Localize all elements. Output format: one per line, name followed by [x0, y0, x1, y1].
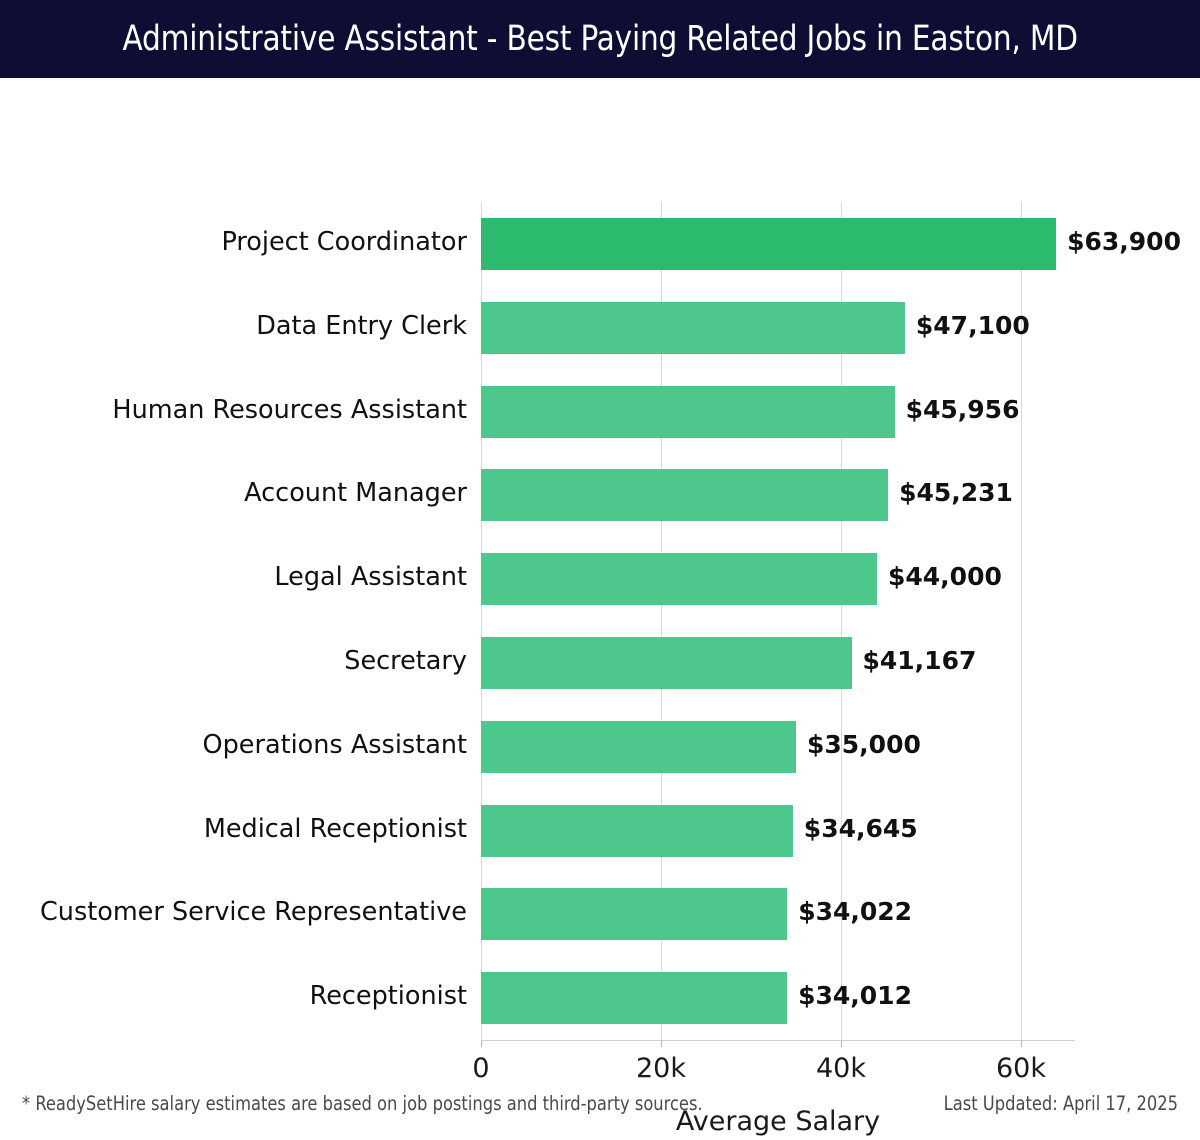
gridline	[1021, 202, 1022, 1040]
x-axis-tick-label: 20k	[636, 1053, 686, 1084]
bar-value-label: $34,012	[798, 981, 912, 1011]
category-label: Project Coordinator	[221, 226, 467, 257]
bar-value-label: $63,900	[1067, 226, 1181, 256]
gridline	[841, 202, 842, 1040]
footer-last-updated: Last Updated: April 17, 2025	[943, 1092, 1178, 1115]
chart-header-bar: Administrative Assistant - Best Paying R…	[0, 0, 1200, 78]
bar[interactable]	[481, 469, 889, 522]
category-label: Legal Assistant	[274, 562, 467, 593]
category-label: Receptionist	[309, 981, 467, 1012]
bar-value-label: $34,022	[798, 897, 913, 927]
x-axis-tick-label: 60k	[996, 1053, 1046, 1084]
bar[interactable]	[481, 217, 1057, 270]
bar-value-label: $45,231	[899, 478, 1013, 508]
bar[interactable]	[481, 385, 895, 438]
bar-value-label: $35,000	[807, 729, 921, 759]
bar[interactable]	[481, 301, 905, 354]
bar[interactable]	[481, 720, 796, 773]
x-axis-tick	[481, 1040, 482, 1047]
footer-disclaimer: * ReadySetHire salary estimates are base…	[22, 1092, 703, 1115]
bar[interactable]	[481, 972, 788, 1025]
category-label: Operations Assistant	[202, 729, 467, 760]
bar-value-label: $41,167	[862, 645, 977, 675]
x-axis-tick-label: 40k	[816, 1053, 866, 1084]
bar-value-label: $47,100	[915, 310, 1030, 340]
plot-area	[481, 202, 1075, 1040]
category-label: Medical Receptionist	[203, 813, 467, 844]
bar[interactable]	[481, 636, 852, 689]
category-label: Human Resources Assistant	[112, 394, 467, 425]
bar[interactable]	[481, 888, 788, 941]
x-axis-tick	[841, 1040, 842, 1047]
bar-value-label: $45,956	[905, 394, 1020, 424]
chart-canvas: Average Salary 0 20k 40k 60k Project Coordin…	[0, 78, 1200, 1137]
x-axis-tick-label: 0	[472, 1053, 490, 1084]
page-title: Administrative Assistant - Best Paying R…	[122, 19, 1078, 59]
bar-value-label: $44,000	[888, 562, 1002, 592]
x-axis-tick	[1021, 1040, 1022, 1047]
x-axis-title: Average Salary	[675, 1106, 881, 1137]
gridline	[481, 202, 482, 1040]
bar[interactable]	[481, 804, 793, 857]
bar-value-label: $34,645	[803, 813, 918, 843]
x-axis-tick	[661, 1040, 662, 1047]
category-label: Data Entry Clerk	[256, 310, 467, 341]
chart-footer: * ReadySetHire salary estimates are base…	[0, 1092, 1200, 1140]
category-label: Account Manager	[244, 478, 467, 509]
x-axis-line	[481, 1040, 1075, 1041]
category-label: Customer Service Representative	[39, 897, 467, 928]
bar[interactable]	[481, 553, 877, 606]
category-label: Secretary	[344, 645, 467, 676]
gridline	[661, 202, 662, 1040]
